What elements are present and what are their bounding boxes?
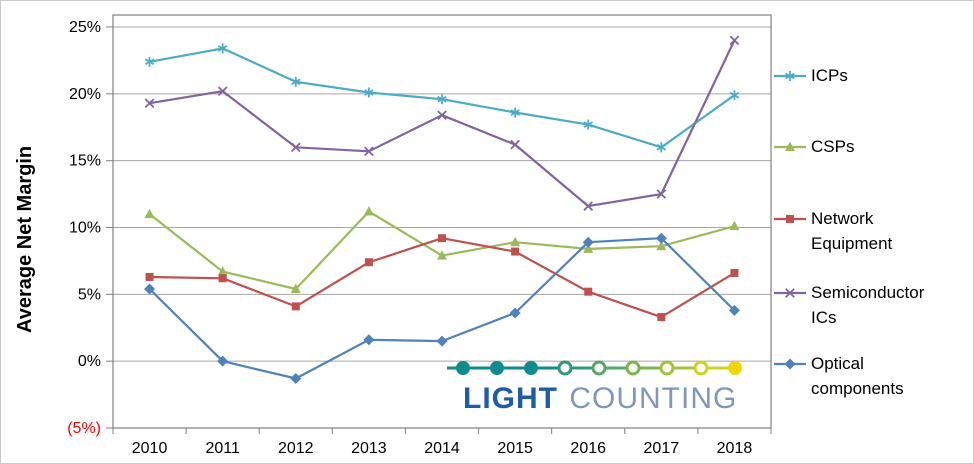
marker-triangle (290, 283, 301, 293)
marker-asterisk (729, 90, 740, 101)
y-tick-label: 0% (78, 353, 101, 370)
marker-asterisk (785, 71, 795, 81)
marker-diamond (655, 232, 667, 244)
marker-asterisk (656, 142, 667, 153)
marker-triangle (785, 141, 795, 151)
x-tick-label: 2013 (351, 440, 387, 457)
legend-label: ICs (811, 308, 837, 327)
logo-chain-ring (625, 360, 641, 376)
marker-diamond (436, 335, 448, 347)
legend-label: components (811, 379, 904, 398)
logo-chain-ring (557, 360, 573, 376)
legend-label: Semiconductor (811, 283, 925, 302)
marker-diamond (784, 358, 796, 370)
y-tick-label: 5% (78, 286, 101, 303)
marker-triangle (437, 250, 447, 260)
marker-diamond (144, 283, 156, 295)
marker-triangle (510, 236, 521, 247)
logo-chain-dot (728, 361, 742, 375)
marker-triangle (656, 240, 667, 251)
marker-x (583, 201, 594, 211)
y-tick-label: 10% (69, 220, 101, 237)
logo-chain-dot (490, 361, 504, 375)
logo-chain-ring (659, 360, 675, 376)
legend-label: Optical (811, 354, 864, 373)
marker-diamond (217, 355, 229, 367)
marker-asterisk (364, 87, 374, 98)
x-tick-label: 2017 (644, 440, 680, 457)
marker-x (785, 288, 795, 298)
y-tick-label: 25% (69, 19, 101, 36)
plot-border (112, 14, 772, 429)
logo-chain-dot (456, 361, 470, 375)
legend-label: ICPs (811, 66, 848, 85)
marker-square (218, 274, 227, 283)
marker-triangle (217, 266, 228, 276)
x-tick-label: 2018 (717, 440, 753, 457)
marker-x (510, 139, 520, 150)
marker-triangle (583, 243, 594, 253)
marker-square (291, 302, 300, 311)
marker-triangle (729, 220, 740, 231)
marker-square (145, 272, 154, 281)
x-tick-label: 2012 (278, 440, 314, 457)
marker-x (729, 35, 740, 46)
marker-x (144, 98, 155, 109)
y-tick-label: (5%) (67, 420, 101, 437)
marker-asterisk (217, 43, 228, 54)
marker-asterisk (583, 119, 593, 130)
logo-chain-ring (591, 360, 607, 376)
series-line-Semiconductor-ICs (149, 39, 736, 208)
marker-x (364, 146, 374, 157)
marker-square (511, 247, 520, 256)
x-tick-label: 2016 (570, 440, 606, 457)
marker-diamond (363, 334, 375, 346)
legend-label: Equipment (811, 234, 893, 253)
marker-square (364, 258, 373, 267)
marker-triangle (363, 205, 374, 216)
logo-chain-dot (524, 361, 538, 375)
x-tick-label: 2010 (132, 440, 168, 457)
marker-asterisk (510, 107, 520, 118)
marker-asterisk (437, 94, 447, 105)
marker-diamond (728, 304, 740, 316)
marker-square (786, 215, 794, 223)
marker-square (438, 234, 446, 243)
marker-square (584, 287, 593, 296)
logo-text-light: LIGHT (463, 382, 558, 415)
chart-canvas: (5%) 0% 5% 10% 15% 20% 25% 2010 2011 2012 2013 2014… (67, 14, 925, 457)
x-tick-label: 2011 (205, 440, 240, 457)
marker-square (657, 313, 666, 322)
marker-x (290, 142, 301, 153)
marker-triangle (144, 208, 155, 219)
logo-text-counting: COUNTING (569, 382, 737, 415)
logo-chain-ring (693, 360, 709, 376)
marker-x (437, 110, 447, 121)
marker-x (217, 86, 228, 96)
marker-diamond (290, 373, 302, 385)
legend-label: CSPs (811, 137, 854, 156)
marker-asterisk (291, 76, 301, 87)
marker-square (730, 268, 739, 277)
y-axis-title: Average Net Margin (14, 146, 36, 333)
legend-label: Network (811, 209, 874, 228)
marker-diamond (582, 236, 594, 248)
y-tick-label: 20% (69, 86, 101, 103)
marker-x (656, 189, 667, 199)
marker-asterisk (144, 56, 155, 67)
x-tick-label: 2014 (424, 440, 460, 457)
x-tick-label: 2015 (497, 440, 533, 457)
series-line-Network-Equipment (149, 237, 735, 319)
logo-text: LIGHT COUNTING (463, 382, 737, 415)
y-tick-label: 15% (69, 153, 101, 170)
